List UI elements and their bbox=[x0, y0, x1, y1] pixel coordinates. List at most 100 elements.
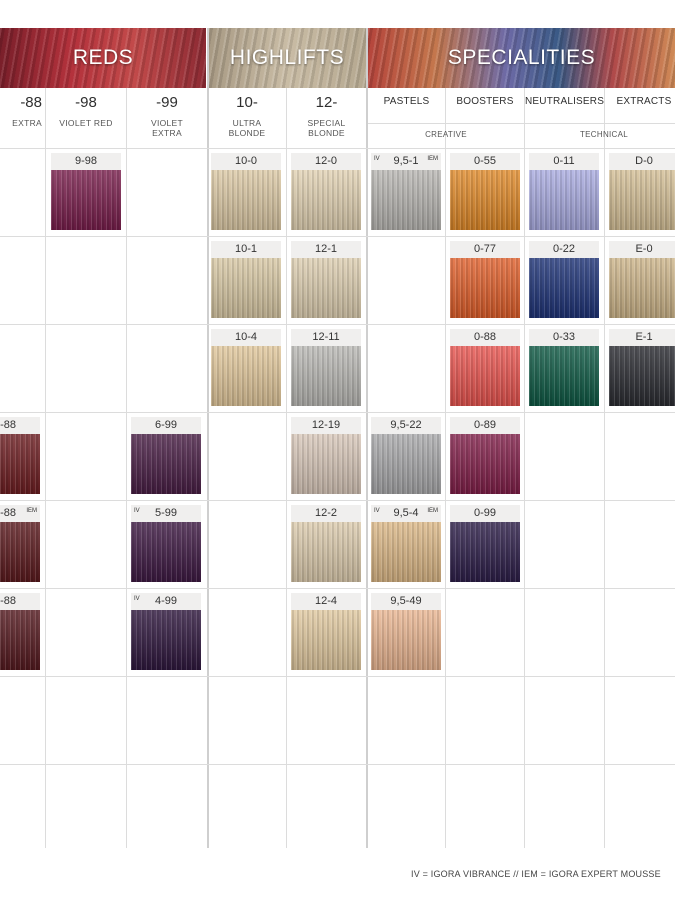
grid-hline bbox=[0, 676, 675, 677]
grid-vline bbox=[45, 88, 46, 848]
group-title-specialities: SPECIALITIES bbox=[447, 46, 596, 69]
grid-vline bbox=[445, 88, 446, 848]
grid-vline bbox=[604, 88, 605, 848]
swatch-5-99: IV 5-99 bbox=[131, 505, 201, 582]
swatch-12-4: 12-4 bbox=[291, 593, 361, 670]
swatch-10-4: 10-4 bbox=[211, 329, 281, 406]
swatch-color bbox=[291, 522, 361, 582]
column-header-special-blonde: 12- SPECIAL BLONDE bbox=[287, 94, 366, 138]
grid-hline bbox=[0, 236, 675, 237]
swatch-label: 10-1 bbox=[234, 243, 258, 255]
swatch-e-0: E-0 bbox=[609, 241, 675, 318]
swatch-label: 9,5-1 bbox=[393, 155, 419, 167]
swatch-color bbox=[131, 522, 201, 582]
swatch-color bbox=[450, 522, 520, 582]
swatch-color bbox=[450, 258, 520, 318]
column-header-violet-red: -98 VIOLET RED bbox=[46, 94, 126, 128]
swatch-label: 0-99 bbox=[473, 507, 497, 519]
grid-vline bbox=[366, 28, 368, 848]
swatch-0-22: 0-22 bbox=[529, 241, 599, 318]
swatch-color bbox=[371, 170, 441, 230]
tag-iem: IEM bbox=[427, 508, 438, 514]
grid-hline bbox=[0, 764, 675, 765]
grid-hline bbox=[0, 500, 675, 501]
swatch-color bbox=[291, 258, 361, 318]
column-name-line1: ULTRA bbox=[232, 118, 262, 128]
swatch-label: 9-98 bbox=[74, 155, 98, 167]
swatch-label: 0-77 bbox=[473, 243, 497, 255]
grid-vline bbox=[207, 28, 209, 848]
swatch-12-1: 12-1 bbox=[291, 241, 361, 318]
group-banner-specialities: SPECIALITIES bbox=[368, 28, 675, 88]
swatch-color bbox=[609, 346, 675, 406]
swatch-label: 0-88 bbox=[473, 331, 497, 343]
column-name-line2: BLONDE bbox=[308, 128, 345, 138]
column-name: VIOLET RED bbox=[59, 118, 113, 128]
grid-vline bbox=[524, 88, 525, 848]
column-name-line2: EXTRA bbox=[152, 128, 182, 138]
swatch-label: 6-99 bbox=[154, 419, 178, 431]
tag-iv: IV bbox=[134, 508, 140, 514]
swatch-12-19: 12-19 bbox=[291, 417, 361, 494]
swatch-label: 0-55 bbox=[473, 155, 497, 167]
grid-vline bbox=[126, 88, 127, 848]
swatch-color bbox=[291, 346, 361, 406]
grid-hline bbox=[0, 324, 675, 325]
swatch-label: 4-99 bbox=[154, 595, 178, 607]
swatch-label: 5-88 bbox=[0, 507, 17, 519]
swatch-color bbox=[291, 610, 361, 670]
swatch-label: 0-22 bbox=[552, 243, 576, 255]
tag-iv: IV bbox=[374, 508, 380, 514]
group-banner-reds: REDS bbox=[0, 28, 206, 88]
swatch-label: 0-33 bbox=[552, 331, 576, 343]
swatch-label: 9,5-49 bbox=[390, 595, 422, 607]
tag-iv: IV bbox=[134, 596, 140, 602]
grid-hline bbox=[0, 588, 675, 589]
group-banner-highlifts: HIGHLIFTS bbox=[208, 28, 366, 88]
swatch-label: 0-89 bbox=[473, 419, 497, 431]
swatch-label: 10-0 bbox=[234, 155, 258, 167]
swatch-color bbox=[0, 610, 40, 670]
swatch-e-1: E-1 bbox=[609, 329, 675, 406]
swatch-color bbox=[529, 346, 599, 406]
column-name: VIOLET EXTRA bbox=[127, 118, 207, 138]
swatch-9-98: 9-98 bbox=[51, 153, 121, 230]
swatch-color bbox=[211, 346, 281, 406]
column-name-line2: BLONDE bbox=[228, 128, 266, 138]
column-name-line1: SPECIAL bbox=[307, 118, 346, 128]
column-code: 12- bbox=[315, 94, 338, 111]
swatch-color bbox=[131, 434, 201, 494]
swatch-label: E-0 bbox=[635, 243, 653, 255]
swatch-0-99: 0-99 bbox=[450, 505, 520, 582]
swatch-color bbox=[450, 434, 520, 494]
swatch-label: D-0 bbox=[635, 155, 653, 167]
swatch-label: 4-88 bbox=[0, 595, 17, 607]
swatch-label: 12-4 bbox=[314, 595, 338, 607]
swatch-label: E-1 bbox=[635, 331, 653, 343]
swatch-color bbox=[51, 170, 121, 230]
swatch-12-11: 12-11 bbox=[291, 329, 361, 406]
swatch-color bbox=[291, 434, 361, 494]
column-code: -88 bbox=[20, 94, 42, 111]
column-header-extra: -88 EXTRA bbox=[0, 94, 42, 128]
swatch-9-5-22: 9,5-22 bbox=[371, 417, 441, 494]
swatch-label: 12-11 bbox=[312, 331, 340, 343]
swatch-label: 12-0 bbox=[314, 155, 338, 167]
tag-iem: IEM bbox=[427, 156, 438, 162]
swatch-4-99: IV 4-99 bbox=[131, 593, 201, 670]
swatch-0-33: 0-33 bbox=[529, 329, 599, 406]
swatch-label: 12-1 bbox=[314, 243, 338, 255]
swatch-0-88: 0-88 bbox=[450, 329, 520, 406]
group-title-reds: REDS bbox=[72, 46, 134, 69]
swatch-10-0: 10-0 bbox=[211, 153, 281, 230]
swatch-6-99: 6-99 bbox=[131, 417, 201, 494]
swatch-color bbox=[529, 170, 599, 230]
swatch-color bbox=[371, 434, 441, 494]
column-code: -98 bbox=[75, 94, 97, 111]
column-name: ULTRA BLONDE bbox=[208, 118, 286, 138]
swatch-color bbox=[211, 170, 281, 230]
swatch-9-5-4: IV 9,5-4 IEM bbox=[371, 505, 441, 582]
column-header-pastels: PASTELS bbox=[383, 96, 430, 107]
swatch-label: 6-88 bbox=[0, 419, 17, 431]
grid-vline bbox=[286, 88, 287, 848]
